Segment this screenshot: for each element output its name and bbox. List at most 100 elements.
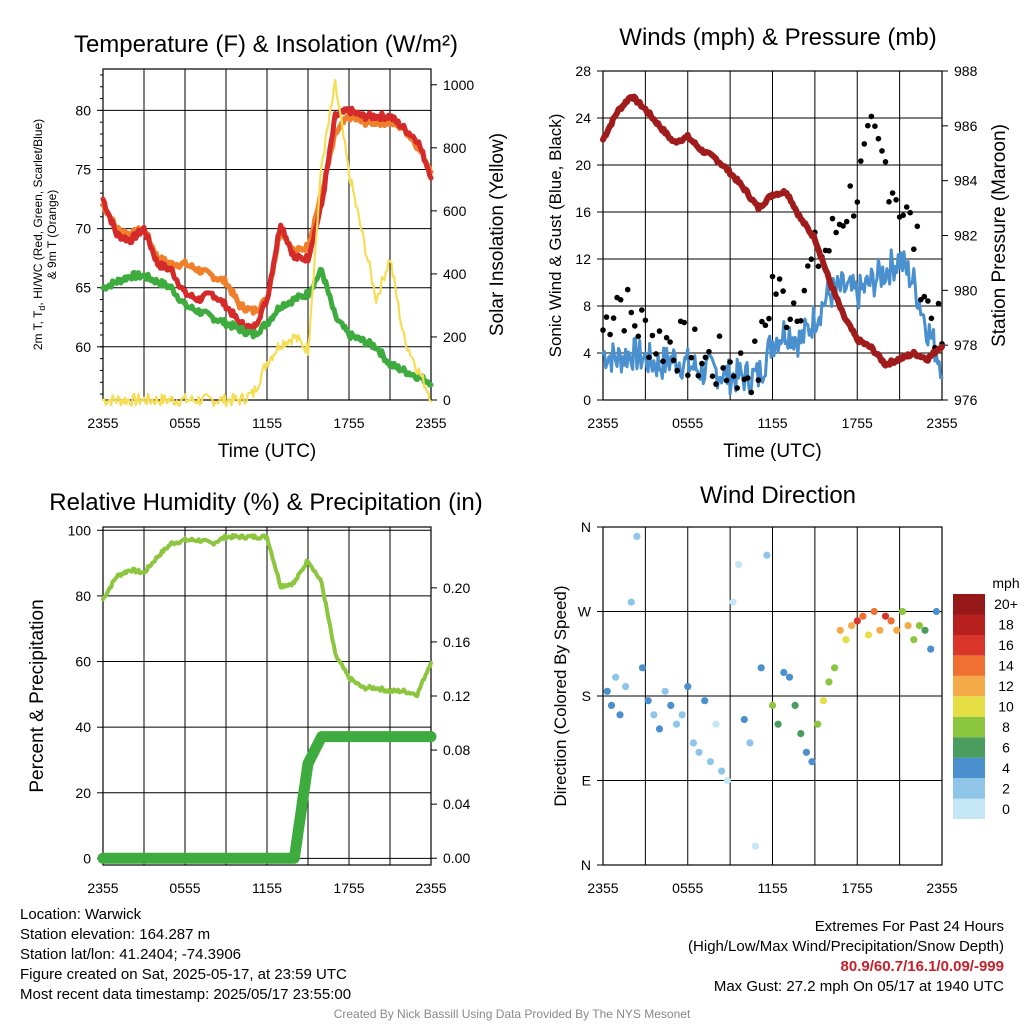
colorbar-label: 12 [998,678,1014,694]
direction-point [616,711,624,719]
direction-point [836,626,844,634]
x-tick-label: 1155 [757,415,787,431]
y-tick-label: 4 [583,345,591,361]
direction-point [667,701,675,710]
x-tick-label: 1755 [333,880,364,896]
direction-point [927,645,935,653]
y2-tick-label: 0 [443,392,451,408]
gust-point [900,212,906,219]
dewpoint-line [100,266,434,388]
gust-point [752,338,758,345]
y-tick-label: W [578,604,592,620]
y2-tick-label: 988 [954,63,978,79]
colorbar-swatch [953,675,985,697]
direction-point [627,598,635,606]
gust-point [798,318,804,324]
colorbar-swatch [953,716,985,738]
y-axis-label: 2m T, Td, HI/WC (Red, Green, Scarlet/Blu… [31,119,47,350]
direction-point [678,711,686,719]
gust-point [635,333,642,340]
gust-point [713,381,719,387]
y-tick-label: 8 [583,298,591,314]
gust-point [639,307,645,313]
colorbar-swatch [953,757,985,779]
gust-point [617,297,624,303]
gust-point [780,288,786,294]
direction-point [689,739,698,747]
x-tick-label: 2355 [587,880,618,896]
humidity-line [101,532,433,699]
colorbar-swatch [953,778,985,799]
direction-point [870,607,878,616]
direction-point [819,697,828,705]
direction-point [825,678,833,686]
latlon-text: Station lat/lon: 41.2404; -74.3906 [20,946,242,963]
gust-point [685,372,691,379]
direction-point [638,664,647,672]
y2-tick-label: 0.20 [443,580,470,596]
direction-point [797,730,805,738]
temperature-chart: Temperature (F) & Insolation (W/m²) 2355 0… [31,31,508,462]
gust-point [872,123,878,129]
direction-point [706,758,715,766]
colorbar-swatch [953,798,985,819]
max-gust-text: Max Gust: 27.2 mph On 05/17 at 1940 UTC [713,978,1004,995]
wind-direction-chart: Wind Direction 2355 0555 1155 1755 2355 N E S W N D… [551,482,1020,896]
gust-point [921,293,928,300]
gust-point [745,375,751,381]
y-tick-label: 0 [83,850,91,866]
direction-point [774,720,782,728]
gust-point [642,317,649,324]
gust-point [907,209,913,216]
direction-point [904,622,912,630]
gust-point [748,389,755,396]
direction-point [859,612,867,620]
elevation-text: Station elevation: 164.287 m [20,926,211,943]
precip-line [97,731,437,864]
direction-point [712,720,720,728]
gust-point [787,316,793,323]
y-tick-label: 16 [575,204,591,220]
x-tick-label: 2355 [415,415,446,431]
y2-axis-label: Solar Insolation (Yellow) [487,133,508,336]
sonic-wind-line [601,248,944,396]
y2-tick-label: 982 [954,228,978,244]
gust-point [663,334,670,341]
x-axis-label: Time (UTC) [218,441,317,462]
direction-point [921,626,929,634]
temp-2m-line [100,105,434,334]
x-tick-label: 2355 [926,880,957,896]
y-tick-label: N [581,519,591,535]
gust-point [826,248,832,254]
direction-point [808,758,816,766]
y2-tick-label: 0.08 [443,742,470,758]
gust-point [882,159,889,165]
y-tick-label: 65 [75,280,91,296]
x-tick-label: 2355 [87,880,118,896]
colorbar-unit-label: mph [992,575,1019,591]
gust-point [674,367,680,374]
direction-point [842,636,850,644]
gust-point [886,199,892,205]
x-tick-label: 0555 [169,415,200,431]
y-tick-label: 60 [75,339,91,355]
x-tick-label: 0555 [672,415,703,431]
station-info: Location: Warwick Station elevation: 164… [20,905,351,1005]
y-tick-label: 40 [75,719,91,735]
direction-point [898,607,907,616]
gust-point [843,218,850,225]
x-tick-label: 2355 [587,415,618,431]
x-axis-label: Time (UTC) [723,441,822,462]
y-tick-label: 100 [68,522,92,538]
colorbar-label: 18 [998,617,1014,633]
y-tick-label: 20 [575,157,591,173]
gust-point [667,339,673,345]
gust-point [833,229,839,236]
direction-point [644,697,652,705]
gust-point [702,354,709,361]
direction-point [603,687,611,695]
gust-point [935,300,942,307]
gust-point [730,373,737,380]
gust-point [911,246,917,252]
colorbar-swatch [953,594,985,615]
